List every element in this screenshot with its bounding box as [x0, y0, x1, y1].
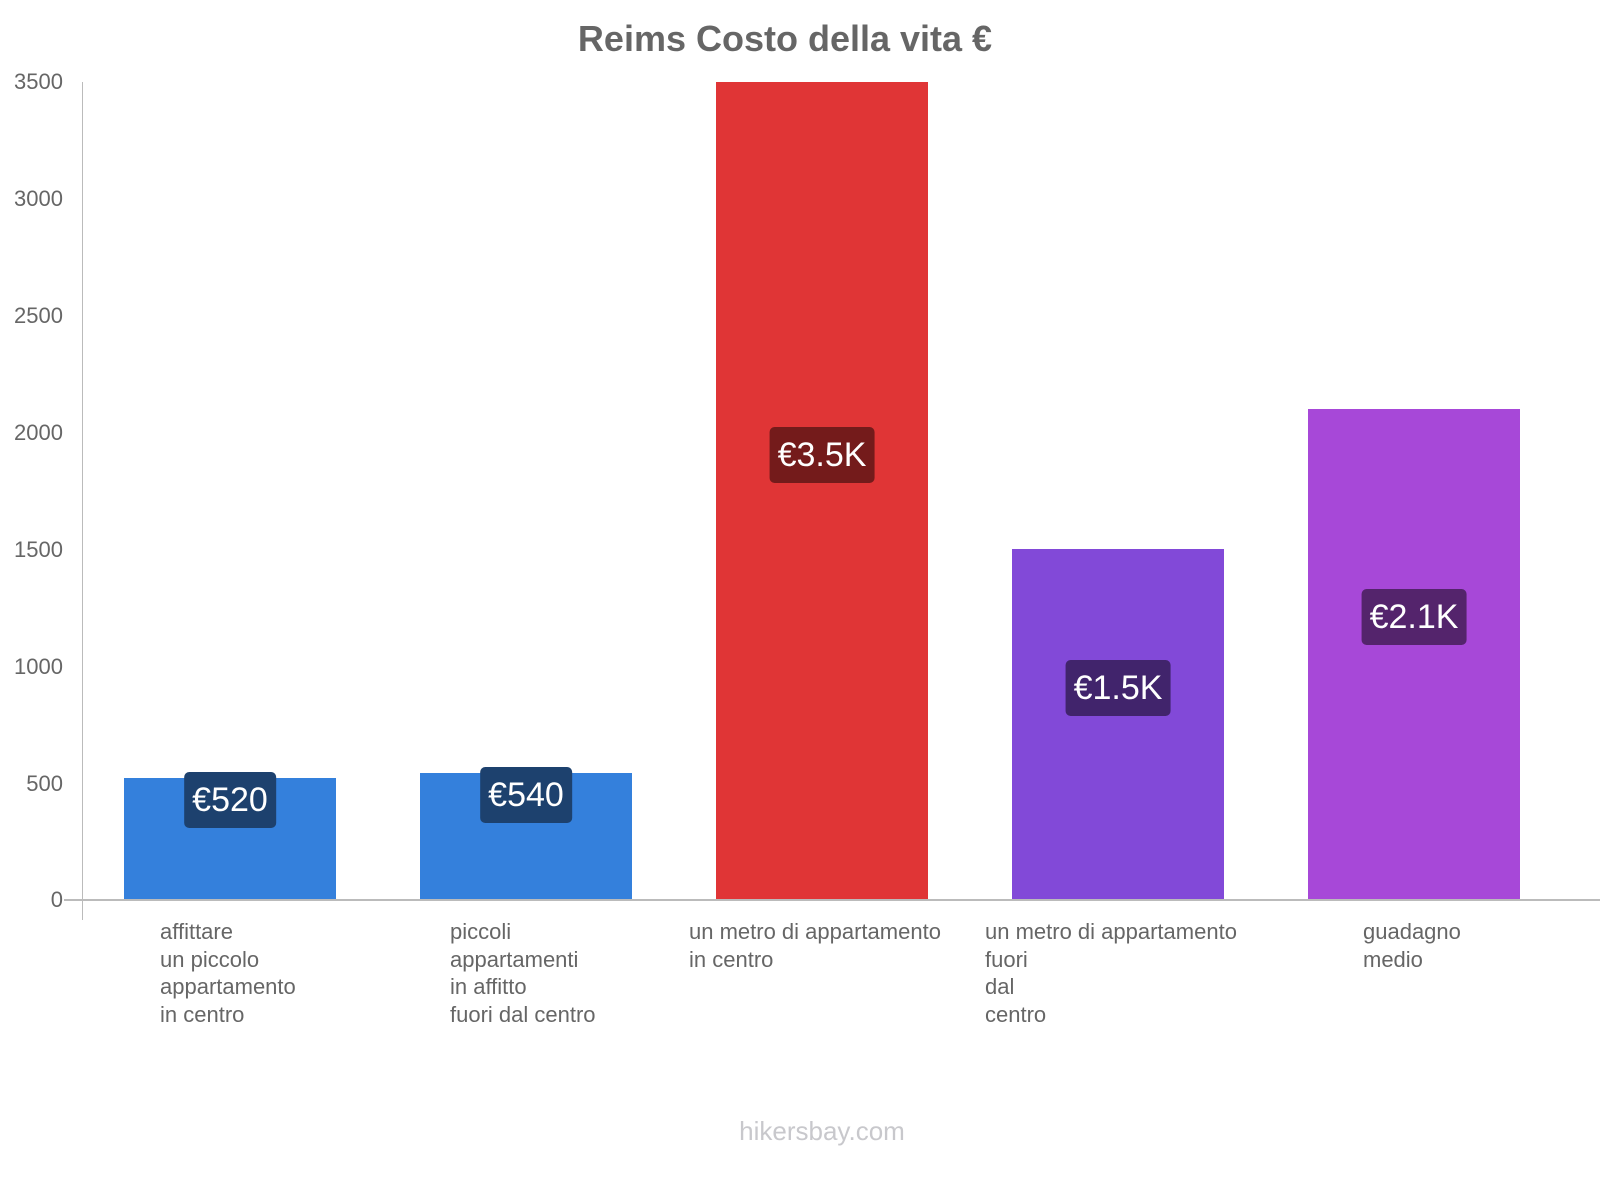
- bar-2: [716, 82, 928, 899]
- y-tick-500: 500: [26, 771, 63, 796]
- value-label-3: €1.5K: [1065, 660, 1171, 716]
- watermark: hikersbay.com: [739, 1116, 905, 1146]
- y-axis-line: [82, 82, 83, 920]
- y-tick-2500: 2500: [14, 303, 63, 328]
- y-tick-1000: 1000: [14, 654, 63, 679]
- value-label-1: €540: [480, 766, 572, 823]
- y-tick-0: 0: [50, 887, 63, 912]
- x-category-label-3: un metro di appartamento fuori dal centr…: [985, 919, 1237, 1027]
- y-tick-3000: 3000: [14, 186, 63, 211]
- x-axis-line: [64, 899, 1600, 901]
- y-tick-3500: 3500: [14, 69, 63, 94]
- x-category-label-4: guadagno medio: [1363, 919, 1461, 972]
- value-label-0: €520: [184, 771, 276, 828]
- bar-4: [1308, 408, 1520, 899]
- chart-title: Reims Costo della vita €: [577, 18, 993, 59]
- value-label-4: €2.1K: [1361, 589, 1467, 645]
- x-category-label-0: affittare un piccolo appartamento in cen…: [160, 919, 296, 1027]
- x-category-label-1: piccoli appartamenti in affitto fuori da…: [450, 919, 596, 1027]
- y-tick-2000: 2000: [14, 420, 63, 445]
- value-label-2: €3.5K: [769, 427, 875, 483]
- bar-3: [1012, 548, 1224, 899]
- x-category-label-2: un metro di appartamento in centro: [689, 919, 941, 972]
- y-tick-1500: 1500: [14, 537, 63, 562]
